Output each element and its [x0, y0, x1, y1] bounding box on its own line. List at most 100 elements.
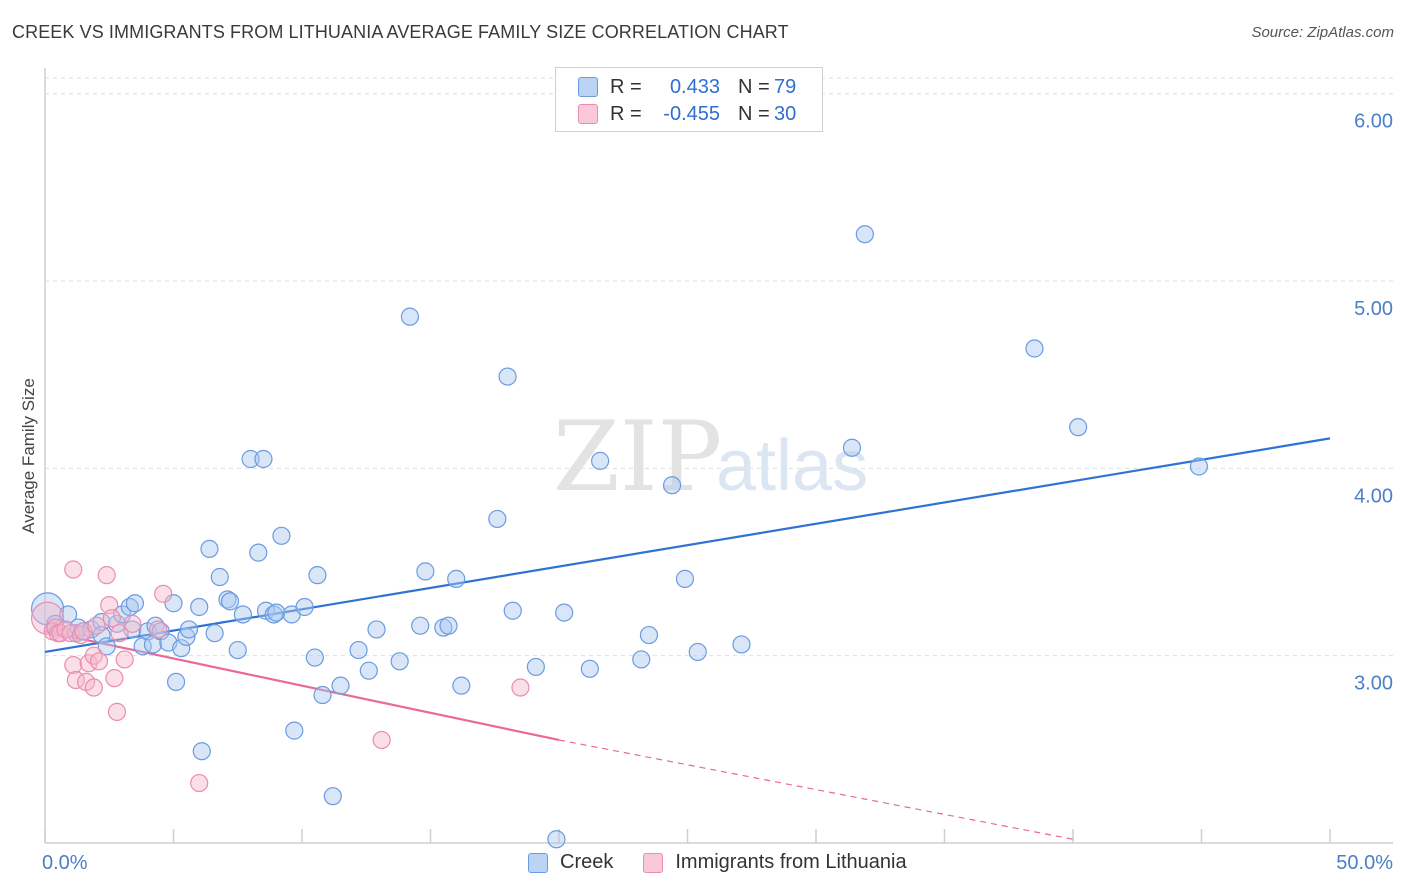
- creek-point[interactable]: [349, 640, 368, 660]
- chart-title: CREEK VS IMMIGRANTS FROM LITHUANIA AVERA…: [12, 22, 789, 42]
- lithuania-point[interactable]: [102, 609, 121, 628]
- creek-point[interactable]: [323, 787, 342, 806]
- creek-point[interactable]: [313, 685, 332, 705]
- stats-legend: R = 0.433 N = 79 R = -0.455 N = 30: [555, 67, 823, 132]
- tick-labels: 3.00 4.00 5.00 6.00 0.0% 50.0%: [42, 111, 1393, 874]
- creek-point[interactable]: [267, 603, 286, 622]
- creek-point[interactable]: [331, 676, 350, 695]
- creek-point[interactable]: [272, 526, 291, 545]
- creek-point[interactable]: [390, 652, 409, 671]
- source-label: Source: ZipAtlas.com: [1251, 24, 1394, 41]
- creek-point[interactable]: [220, 592, 240, 611]
- lithuania-point[interactable]: [148, 620, 168, 639]
- creek-point[interactable]: [264, 605, 283, 624]
- axes: [44, 68, 1393, 844]
- creek-point[interactable]: [416, 562, 435, 581]
- lithuania-point[interactable]: [97, 566, 116, 585]
- creek-point[interactable]: [92, 625, 111, 645]
- legend-label: Creek: [560, 851, 614, 873]
- creek-point[interactable]: [249, 543, 268, 562]
- lithuania-point[interactable]: [190, 773, 209, 793]
- creek-point[interactable]: [308, 566, 327, 585]
- creek-point[interactable]: [179, 620, 199, 639]
- creek-point[interactable]: [452, 676, 471, 695]
- creek-point[interactable]: [190, 597, 209, 617]
- creek-point[interactable]: [210, 567, 229, 587]
- n-value: 79: [774, 75, 797, 98]
- creek-point[interactable]: [591, 451, 610, 470]
- creek-point[interactable]: [555, 603, 574, 622]
- creek-point[interactable]: [1069, 418, 1088, 437]
- y-tick-label: 3.00: [1354, 673, 1393, 695]
- creek-point[interactable]: [1025, 339, 1044, 358]
- creek-point[interactable]: [177, 627, 196, 647]
- series-legend: Creek Immigrants from Lithuania: [528, 851, 937, 874]
- creek-point[interactable]: [503, 601, 522, 620]
- creek-point[interactable]: [688, 642, 707, 662]
- legend-item-lithuania[interactable]: Immigrants from Lithuania: [643, 851, 907, 874]
- lithuania-point[interactable]: [107, 702, 127, 721]
- y-axis-label: Average Family Size: [19, 378, 38, 534]
- creek-point[interactable]: [498, 367, 517, 386]
- lithuania-point[interactable]: [154, 584, 173, 603]
- lithuania-point[interactable]: [511, 678, 530, 697]
- creek-point[interactable]: [488, 509, 507, 529]
- lithuania-point[interactable]: [84, 646, 103, 665]
- creek-point[interactable]: [580, 659, 599, 678]
- lithuania-point[interactable]: [110, 624, 129, 643]
- creek-point[interactable]: [675, 569, 695, 588]
- creek-point[interactable]: [639, 625, 659, 645]
- creek-point[interactable]: [439, 616, 458, 635]
- legend-row-lithuania: R = -0.455 N = 30: [578, 101, 796, 127]
- data-points: [30, 225, 1209, 849]
- creek-point[interactable]: [254, 449, 273, 469]
- creek-point[interactable]: [295, 597, 314, 617]
- creek-point[interactable]: [200, 539, 219, 559]
- lithuania-trend-line: [44, 630, 560, 742]
- lithuania-point[interactable]: [105, 669, 124, 688]
- r-label: R =: [610, 75, 642, 98]
- creek-point[interactable]: [526, 657, 545, 677]
- creek-point[interactable]: [359, 661, 378, 680]
- creek-point[interactable]: [97, 637, 116, 656]
- creek-point[interactable]: [125, 594, 145, 613]
- r-label: R =: [610, 102, 642, 125]
- creek-point[interactable]: [228, 640, 247, 660]
- legend-item-creek[interactable]: Creek: [528, 851, 613, 874]
- r-value: -0.455: [663, 102, 720, 125]
- creek-point[interactable]: [166, 672, 186, 692]
- lithuania-point[interactable]: [89, 652, 109, 671]
- lithuania-point[interactable]: [372, 730, 391, 750]
- lithuania-point[interactable]: [87, 616, 106, 635]
- creek-point[interactable]: [218, 590, 237, 609]
- creek-point[interactable]: [1189, 457, 1209, 476]
- creek-point[interactable]: [662, 476, 682, 495]
- y-tick-label: 6.00: [1354, 111, 1393, 133]
- n-label: N =: [738, 75, 770, 98]
- lithuania-point[interactable]: [64, 560, 83, 579]
- creek-point[interactable]: [305, 648, 324, 667]
- creek-point[interactable]: [367, 620, 386, 639]
- creek-point[interactable]: [241, 449, 260, 469]
- creek-point[interactable]: [400, 307, 420, 326]
- creek-point[interactable]: [632, 650, 651, 669]
- lithuania-point[interactable]: [64, 655, 83, 675]
- creek-point[interactable]: [192, 742, 211, 761]
- creek-point[interactable]: [447, 569, 466, 588]
- lithuania-point[interactable]: [115, 650, 134, 669]
- creek-point[interactable]: [732, 635, 751, 654]
- creek-point[interactable]: [233, 605, 252, 624]
- lithuania-trend-extension: [558, 739, 1074, 840]
- lithuania-swatch: [578, 104, 598, 124]
- y-tick-label: 5.00: [1354, 298, 1393, 320]
- creek-point[interactable]: [172, 639, 191, 658]
- lithuania-point[interactable]: [123, 614, 142, 633]
- creek-point[interactable]: [547, 830, 566, 849]
- creek-point[interactable]: [285, 721, 304, 740]
- legend-row-creek: R = 0.433 N = 79: [578, 74, 796, 100]
- creek-point[interactable]: [855, 225, 874, 244]
- creek-point[interactable]: [842, 438, 862, 457]
- lithuania-point[interactable]: [84, 678, 103, 697]
- creek-point[interactable]: [205, 624, 224, 643]
- creek-point[interactable]: [411, 616, 430, 635]
